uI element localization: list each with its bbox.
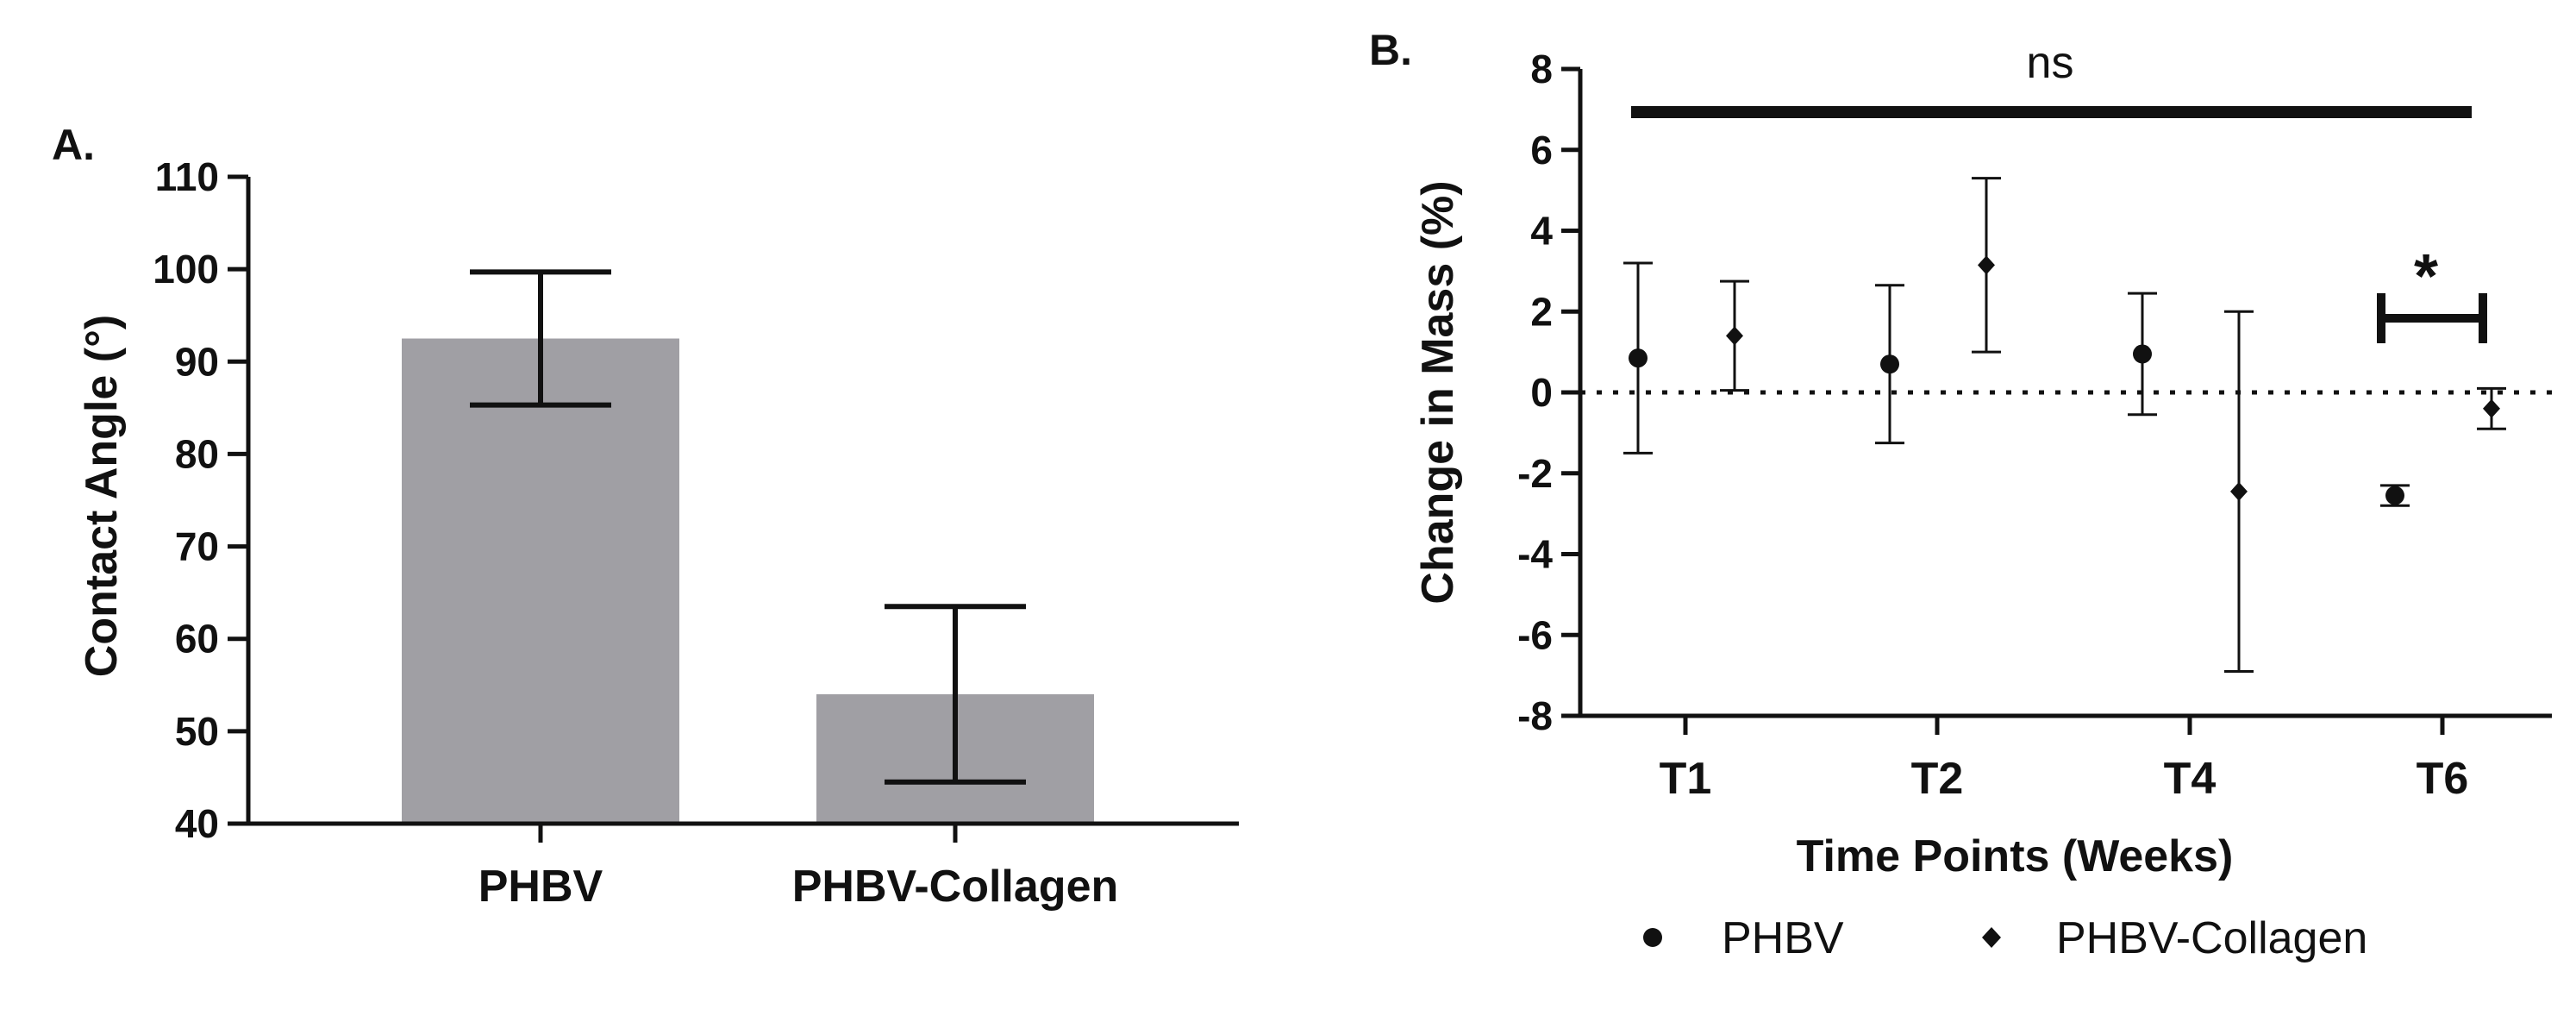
panel-b-point-phbv <box>2385 486 2404 505</box>
panel-b-y-tick-label: -8 <box>1517 693 1553 738</box>
panel-b-x-category-label: T1 <box>1660 754 1712 804</box>
significance-star: * <box>2414 242 2438 311</box>
panel-b-y-tick-label: -6 <box>1517 612 1553 657</box>
panel-b-y-tick-label: 0 <box>1530 370 1553 415</box>
panel-b-point-phbv-collagen <box>1978 255 1995 275</box>
legend-circle-marker <box>1643 928 1662 947</box>
panel-b-point-phbv-collagen <box>2230 481 2248 501</box>
panel-a-error-bar <box>885 604 1026 785</box>
panel-a-x-categories: PHBV PHBV-Collagen <box>478 824 1118 912</box>
panel-a: A. Contact Angle (°) 405060708090100110 … <box>52 121 1239 912</box>
panel-a-error-bar <box>470 269 611 408</box>
panel-b-label: B. <box>1369 26 1412 74</box>
panel-b-point-phbv-collagen <box>1726 326 1743 346</box>
panel-b-y-tick-label: -2 <box>1517 451 1553 496</box>
panel-b-x-axis-label: Time Points (Weeks) <box>1797 831 2234 881</box>
panel-a-y-tick-label: 40 <box>175 801 219 846</box>
panel-a-y-tick-label: 110 <box>155 154 219 199</box>
panel-b-y-tick-label: 8 <box>1530 47 1553 91</box>
panel-b-point-phbv <box>1629 348 1648 368</box>
panel-b-axes <box>1578 69 2552 718</box>
panel-b-y-tick-label: -4 <box>1517 532 1553 577</box>
panel-a-y-tick-label: 70 <box>175 524 219 569</box>
panel-a-y-axis-label: Contact Angle (°) <box>77 315 127 677</box>
panel-a-bar-phbv <box>402 338 679 824</box>
panel-b-y-axis-label: Change in Mass (%) <box>1413 180 1463 604</box>
panel-a-x-category-label: PHBV <box>478 862 603 912</box>
panel-a-y-tick-label: 100 <box>153 247 219 292</box>
legend-label-phbv: PHBV <box>1722 913 1844 963</box>
panel-a-y-tick-label: 90 <box>175 339 219 384</box>
ns-annotation: ns <box>2027 38 2074 88</box>
panel-a-axes <box>246 177 1239 826</box>
panel-a-y-tick-label: 50 <box>175 709 219 754</box>
panel-a-y-tick-label: 80 <box>175 431 219 476</box>
panel-b-points <box>1623 177 2506 673</box>
panel-a-label: A. <box>52 121 95 169</box>
legend: PHBV PHBV-Collagen <box>1643 913 2367 963</box>
panel-b-y-ticks: -8 -6 -4 -2 0 2 4 6 8 <box>1517 47 1580 738</box>
panel-b: B. Change in Mass (%) -8 -6 -4 -2 0 2 4 6 8 T1 T2… <box>1369 26 2552 963</box>
panel-a-bars <box>402 338 1094 824</box>
legend-label-phbv-collagen: PHBV-Collagen <box>2056 913 2367 963</box>
panel-b-x-category-label: T4 <box>2164 754 2216 804</box>
panel-b-point-phbv-collagen <box>2483 398 2500 418</box>
panel-a-error-bars <box>470 269 1026 785</box>
panel-b-y-tick-label: 4 <box>1530 209 1553 254</box>
panel-b-y-tick-label: 6 <box>1530 128 1553 172</box>
panel-b-point-phbv <box>2133 344 2152 364</box>
panel-b-point-phbv <box>1880 354 1899 374</box>
panel-a-y-ticks: 40 50 60 70 80 90 100 110 <box>153 154 248 846</box>
panel-b-x-category-label: T6 <box>2417 754 2469 804</box>
panel-b-x-categories: T1 T2 T4 T6 <box>1660 716 2469 804</box>
panel-b-x-category-label: T2 <box>1911 754 1964 804</box>
panel-b-y-tick-label: 2 <box>1530 289 1553 334</box>
legend-diamond-marker <box>1982 927 2001 948</box>
significance-bracket-t6 <box>2377 293 2487 343</box>
panel-a-x-category-label: PHBV-Collagen <box>792 862 1119 912</box>
panel-a-y-tick-label: 60 <box>175 617 219 661</box>
